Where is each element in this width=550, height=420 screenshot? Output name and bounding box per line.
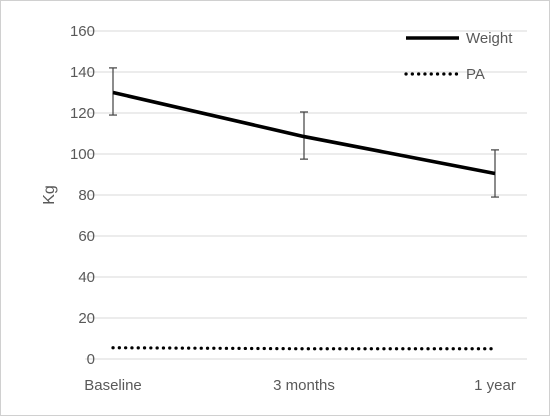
y-tick-label: 20 [78, 310, 95, 327]
series-line-weight [112, 90, 496, 176]
x-tick-label: 3 months [273, 377, 335, 394]
legend-label: Weight [466, 30, 513, 47]
y-tick-label: 40 [78, 269, 95, 286]
legend-item: PA [404, 66, 485, 83]
y-axis-ticks: 0 20 40 60 80 100 120 140 160 [70, 23, 95, 368]
y-tick-label: 60 [78, 228, 95, 245]
legend-label: PA [466, 66, 485, 83]
y-tick-label: 140 [70, 64, 95, 81]
y-tick-label: 100 [70, 146, 95, 163]
y-tick-label: 120 [70, 105, 95, 122]
y-axis-title: Kg [41, 185, 58, 205]
x-tick-label: Baseline [84, 377, 142, 394]
x-axis-ticks: Baseline 3 months 1 year [84, 377, 516, 394]
legend-item: Weight [406, 30, 513, 47]
series-lines [111, 90, 497, 351]
series-line-pa [111, 346, 497, 351]
gridlines [85, 30, 527, 360]
y-tick-label: 160 [70, 23, 95, 40]
error-bar [109, 67, 117, 116]
legend: Weight PA [404, 30, 513, 83]
y-tick-label: 0 [87, 351, 95, 368]
error-bars [109, 67, 499, 198]
x-tick-label: 1 year [474, 377, 516, 394]
y-tick-label: 80 [78, 187, 95, 204]
